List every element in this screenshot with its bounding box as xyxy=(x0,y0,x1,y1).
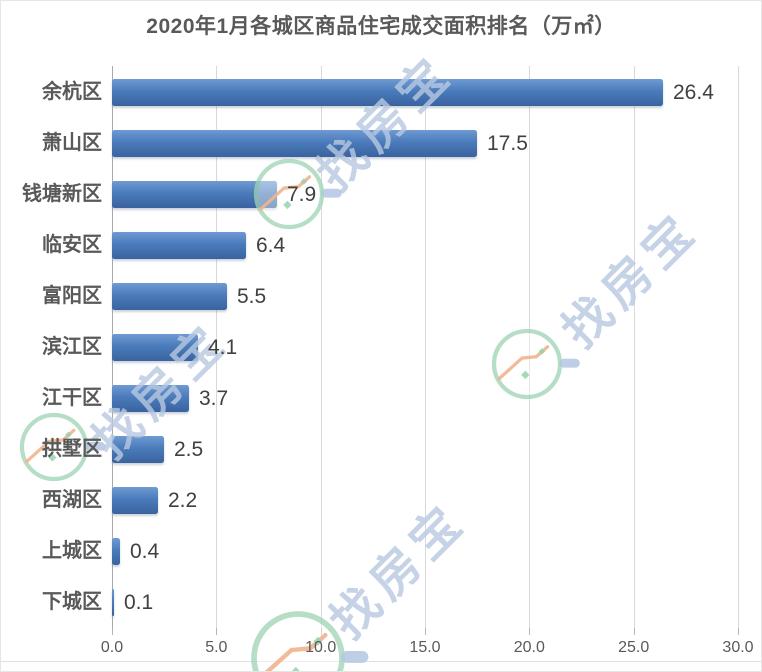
value-label: 7.9 xyxy=(287,182,317,206)
gridline xyxy=(425,66,426,628)
value-label: 0.4 xyxy=(130,540,160,564)
x-tick-label: 5.0 xyxy=(205,639,228,656)
bar xyxy=(112,589,114,617)
category-label: 滨江区 xyxy=(42,335,102,358)
axis-tick-mark xyxy=(216,628,218,635)
x-tick-label: 15.0 xyxy=(409,639,441,656)
x-tick-label: 10.0 xyxy=(305,639,337,656)
bar xyxy=(112,436,164,464)
bar xyxy=(112,282,227,310)
category-label: 上城区 xyxy=(42,540,102,563)
value-label: 2.5 xyxy=(174,438,204,462)
category-label: 钱塘新区 xyxy=(22,182,102,205)
axis-tick-mark xyxy=(738,628,739,635)
gridline xyxy=(216,66,218,628)
bar xyxy=(112,487,158,515)
x-tick-label: 30.0 xyxy=(722,639,754,656)
value-label: 3.7 xyxy=(199,387,229,411)
bar xyxy=(112,78,663,106)
bar xyxy=(112,231,246,259)
bar xyxy=(112,180,277,208)
axis-tick-mark xyxy=(425,628,426,635)
x-tick-label: 25.0 xyxy=(618,639,650,656)
gridline xyxy=(738,66,739,628)
value-label: 0.1 xyxy=(124,591,154,615)
bar xyxy=(112,538,120,566)
axis-tick-mark xyxy=(320,628,322,635)
value-label: 17.5 xyxy=(487,131,528,155)
axis-tick-mark xyxy=(529,628,531,635)
value-label: 5.5 xyxy=(237,284,267,308)
category-label: 余杭区 xyxy=(42,80,102,103)
category-label: 临安区 xyxy=(42,233,102,256)
gridline xyxy=(320,66,322,628)
category-label: 拱墅区 xyxy=(42,438,102,461)
value-label: 26.4 xyxy=(673,80,714,104)
x-tick-label: 0.0 xyxy=(100,639,124,656)
category-label: 下城区 xyxy=(42,591,102,614)
value-label: 4.1 xyxy=(208,335,238,359)
value-label: 6.4 xyxy=(256,233,286,257)
bar xyxy=(112,333,198,361)
bar xyxy=(112,385,189,413)
chart-bottom-border xyxy=(1,661,761,662)
value-label: 2.2 xyxy=(168,489,198,513)
gridline xyxy=(633,66,635,628)
x-tick-label: 20.0 xyxy=(513,639,545,656)
category-label: 萧山区 xyxy=(42,131,102,154)
gridline xyxy=(529,66,531,628)
category-label: 富阳区 xyxy=(42,284,102,307)
category-label: 西湖区 xyxy=(42,489,102,512)
axis-tick-mark xyxy=(112,628,113,635)
category-label: 江干区 xyxy=(42,387,102,410)
axis-tick-mark xyxy=(633,628,635,635)
bar xyxy=(112,129,477,157)
chart-title: 2020年1月各城区商品住宅成交面积排名（万㎡） xyxy=(146,15,616,38)
